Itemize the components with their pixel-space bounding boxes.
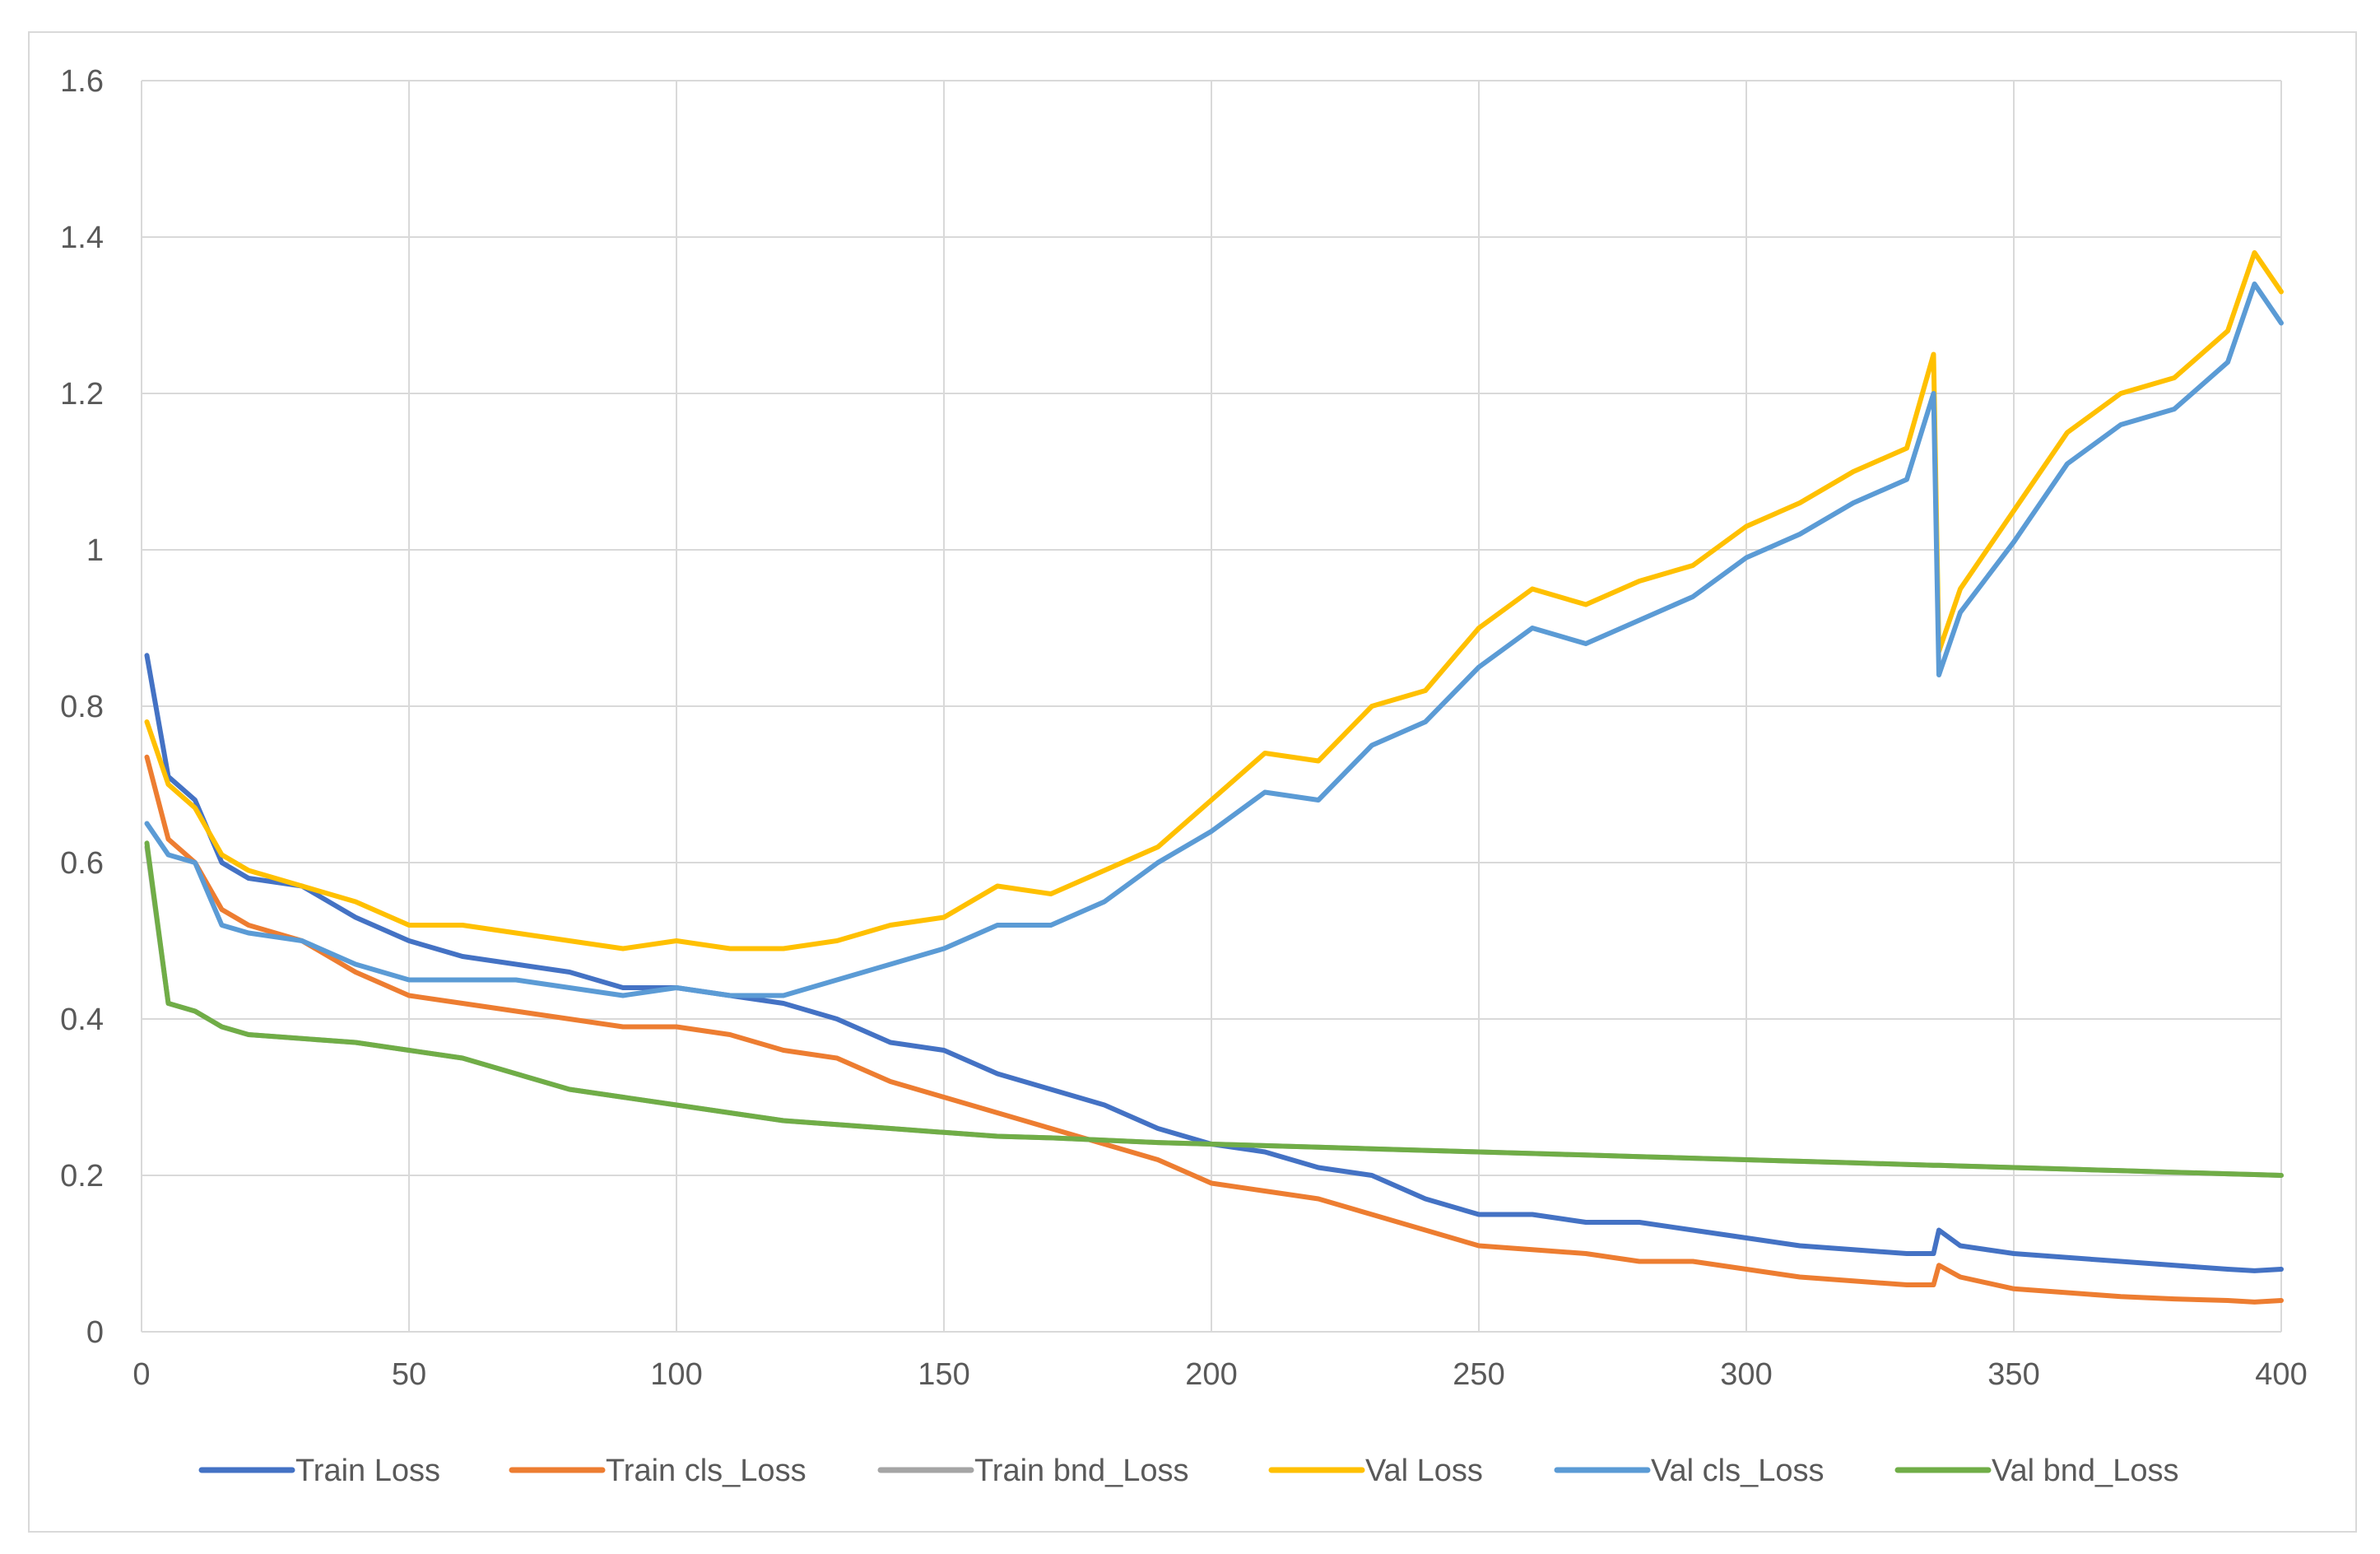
series-line-train-cls-loss bbox=[144, 754, 2284, 1305]
x-tick-label: 50 bbox=[392, 1357, 426, 1392]
x-tick-label: 300 bbox=[1720, 1357, 1772, 1392]
y-tick-label: 0.8 bbox=[60, 690, 104, 724]
x-tick-label: 350 bbox=[1987, 1357, 2039, 1392]
y-tick-label: 1 bbox=[86, 533, 104, 568]
series-line-train-bnd-loss bbox=[144, 844, 2284, 1178]
x-tick-label: 200 bbox=[1185, 1357, 1237, 1392]
legend-label: Train bnd_Loss bbox=[974, 1454, 1189, 1488]
x-tick-label: 400 bbox=[2255, 1357, 2307, 1392]
series-line-val-loss bbox=[144, 250, 2284, 951]
y-tick-label: 1.6 bbox=[60, 64, 104, 99]
legend-label: Val Loss bbox=[1365, 1454, 1483, 1488]
x-axis-tick-labels: 0 50 100 150 200 250 300 350 400 bbox=[132, 1357, 2307, 1392]
legend: Train Loss Train cls_Loss Train bnd_Loss Va… bbox=[198, 1454, 2178, 1488]
legend-label: Val cls_Loss bbox=[1651, 1454, 1825, 1488]
x-tick-label: 0 bbox=[132, 1357, 150, 1392]
x-tick-label: 100 bbox=[650, 1357, 702, 1392]
y-tick-label: 0 bbox=[86, 1315, 104, 1350]
series-lines bbox=[144, 250, 2284, 1305]
legend-label: Train Loss bbox=[295, 1454, 440, 1488]
y-axis-tick-labels: 0 0.2 0.4 0.6 0.8 1 1.2 1.4 1.6 bbox=[60, 64, 104, 1350]
x-tick-label: 150 bbox=[918, 1357, 969, 1392]
x-tick-label: 250 bbox=[1453, 1357, 1504, 1392]
y-tick-label: 0.6 bbox=[60, 846, 104, 881]
series-line-val-cls-loss bbox=[144, 281, 2284, 998]
y-tick-label: 0.2 bbox=[60, 1159, 104, 1193]
y-tick-label: 1.2 bbox=[60, 377, 104, 412]
y-tick-label: 1.4 bbox=[60, 221, 104, 255]
chart-frame bbox=[28, 31, 2357, 1533]
series-line-train-loss bbox=[144, 653, 2284, 1273]
y-tick-label: 0.4 bbox=[60, 1003, 104, 1037]
series-line-val-bnd-loss bbox=[144, 840, 2284, 1178]
legend-label: Val bnd_Loss bbox=[1992, 1454, 2178, 1488]
legend-label: Train cls_Loss bbox=[606, 1454, 807, 1488]
